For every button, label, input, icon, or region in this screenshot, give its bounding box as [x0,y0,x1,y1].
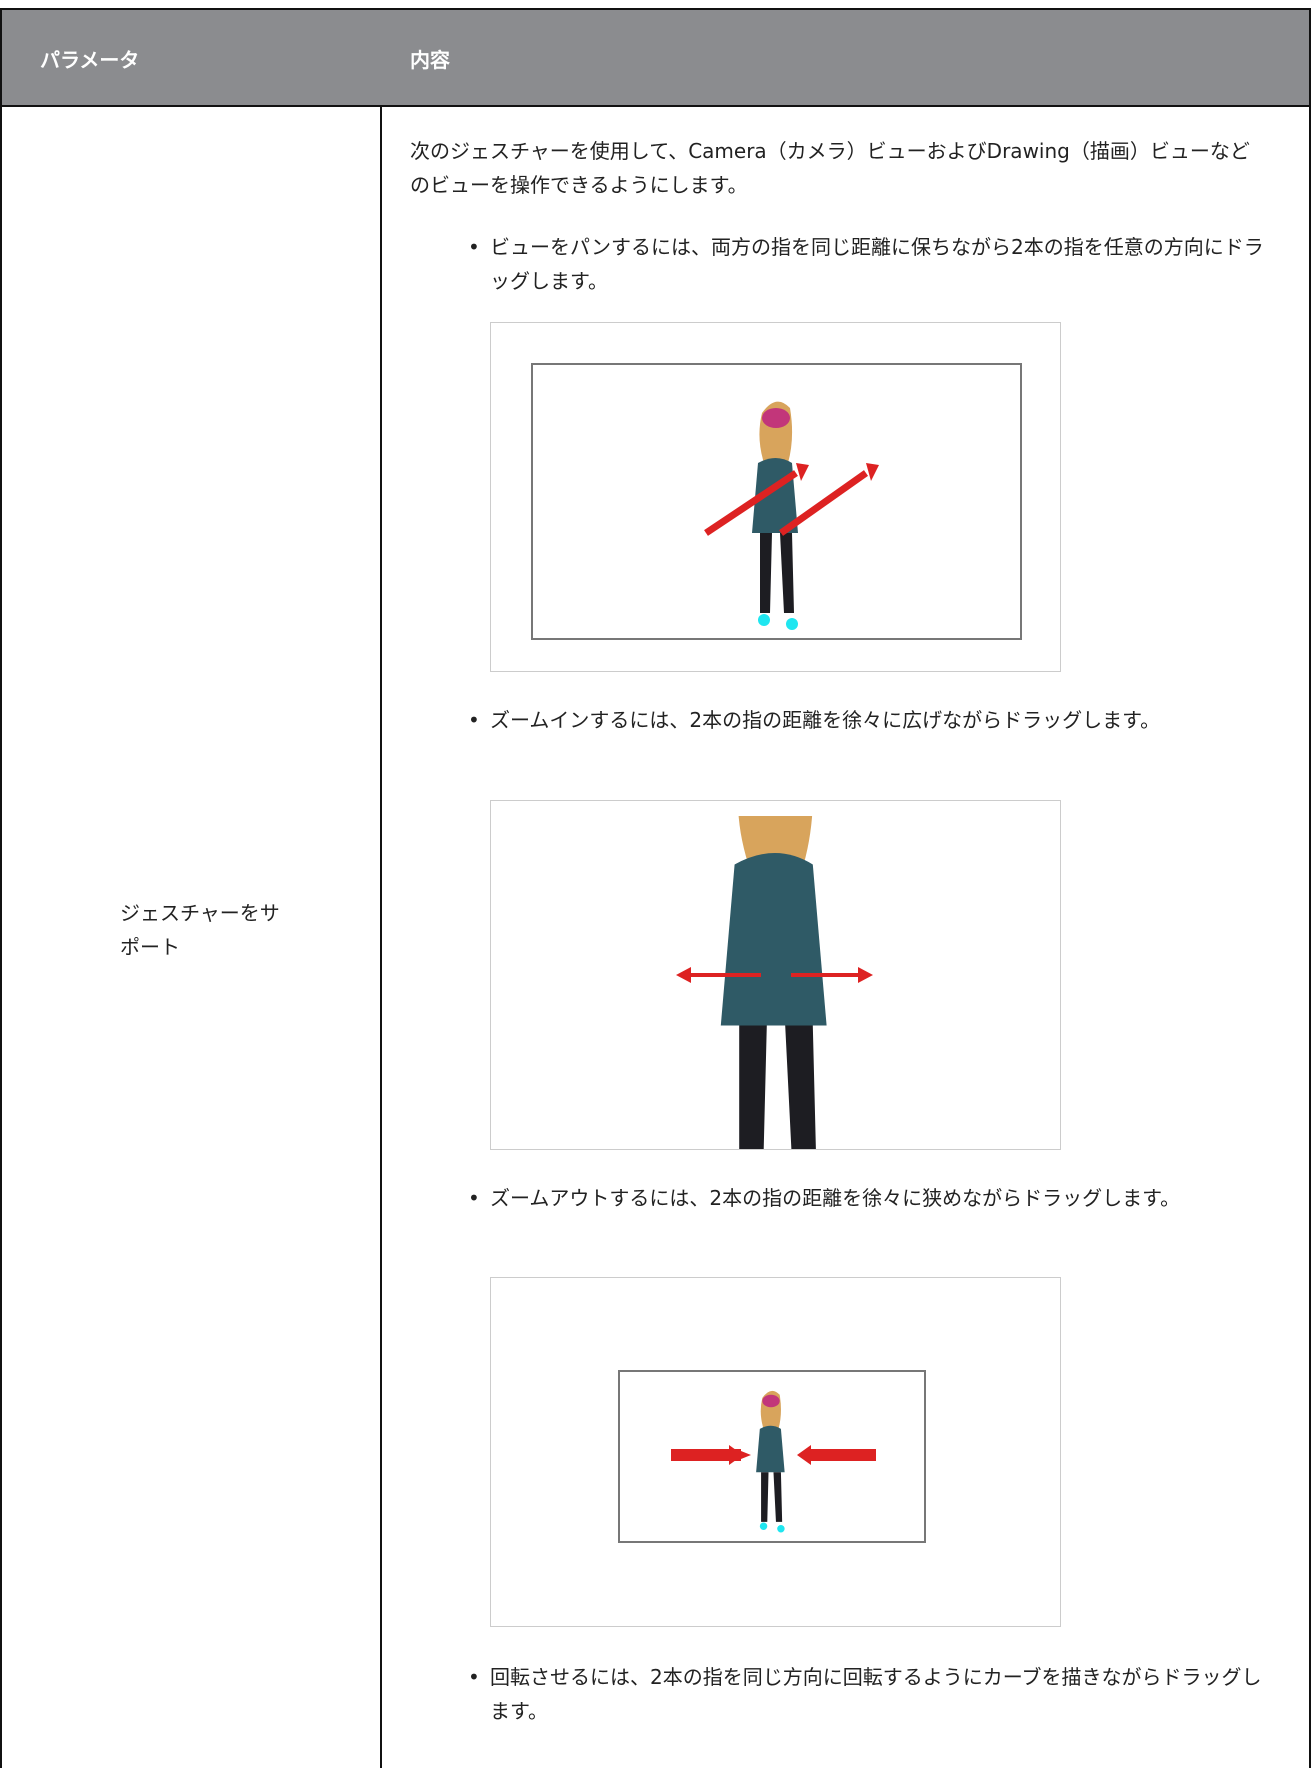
bullet-item: ビューをパンするには、両方の指を同じ距離に保ちながら2本の指を任意の方向にドラッ… [468,230,1280,298]
intro-text: 次のジェスチャーを使用して、Camera（カメラ）ビューおよびDrawing（描… [410,139,1250,197]
bullet-item: 回転させるには、2本の指を同じ方向に回転するようにカーブを描きながらドラッグしま… [468,1660,1280,1728]
illustration [490,723,1061,1249]
bullet-item: ズームインするには、2本の指の距離を徐々に広げながらドラッグします。 [468,703,1280,737]
table-header [0,8,1311,107]
header-cell: 内容 [410,48,450,72]
zoom-out-image [618,1370,926,1543]
zoom-in-image [491,723,1060,1249]
table-border [380,107,382,1768]
header-cell: パラメータ [40,48,140,72]
illustration [490,322,1061,672]
parameter-cell: ジェスチャーをサポート [120,901,280,959]
bullet-item: ズームアウトするには、2本の指の距離を徐々に狭めながらドラッグします。 [468,1181,1280,1215]
table-border [1309,107,1311,1768]
pan-image [531,363,1022,640]
illustration [490,1277,1061,1627]
table-border [0,107,2,1768]
